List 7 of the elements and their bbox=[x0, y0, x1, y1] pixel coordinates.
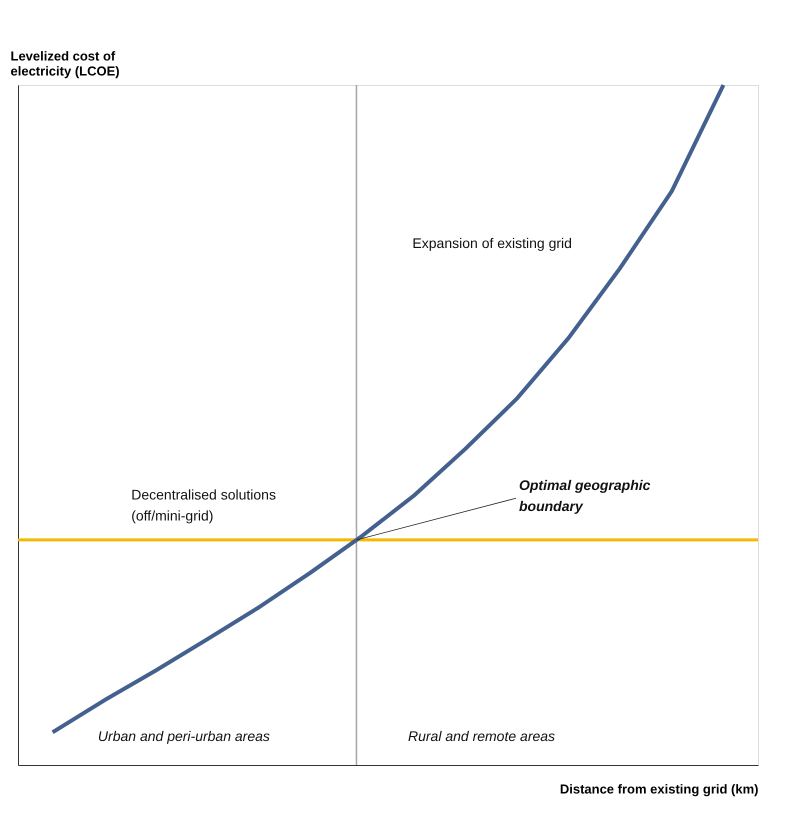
annotation: Expansion of existing grid bbox=[412, 235, 572, 252]
annotation: Urban and peri-urban areas bbox=[98, 728, 270, 744]
annotation: Decentralised solutions (off/mini-grid) bbox=[131, 486, 276, 524]
x-axis-title: Distance from existing grid (km) bbox=[560, 782, 758, 796]
y-axis-title: Levelized cost of electricity (LCOE) bbox=[10, 48, 120, 78]
annotation: Rural and remote areas bbox=[408, 728, 556, 744]
annotation: Optimal geographic boundary bbox=[518, 477, 651, 514]
